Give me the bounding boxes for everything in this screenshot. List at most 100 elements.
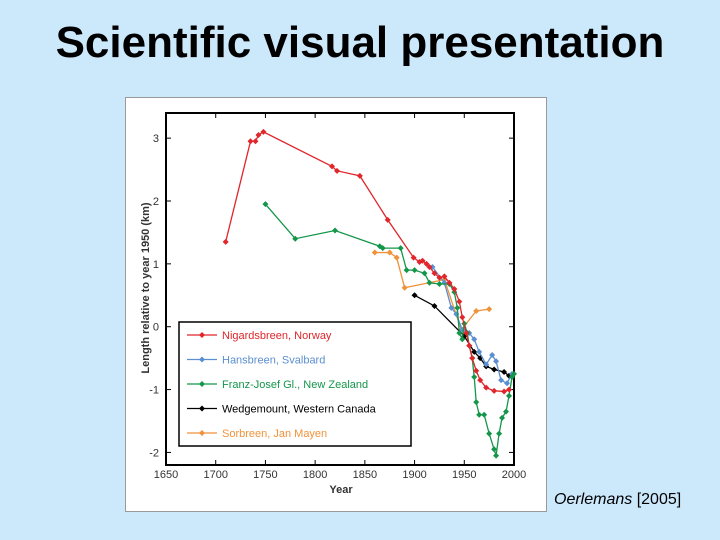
data-point [260,128,267,135]
legend-label: Franz-Josef Gl., New Zealand [222,379,368,391]
x-tick-label: 2000 [502,469,526,481]
data-point [356,172,363,179]
data-point [423,260,430,267]
data-point [252,138,259,145]
data-point [469,355,476,362]
data-point [491,387,498,394]
data-point [471,336,478,343]
series-line [374,251,490,332]
x-tick-label: 1750 [253,469,277,481]
data-point [247,138,254,145]
chart-figure: Length relative to year 1950 (km) Year 1… [125,97,547,512]
data-point [466,342,473,349]
y-tick-label: 2 [153,196,159,208]
legend-marker [199,332,205,338]
data-point [421,270,428,277]
data-point [329,163,336,170]
data-point [504,380,511,387]
data-point [481,411,488,418]
data-point [456,298,463,305]
data-point [448,304,455,311]
data-point [397,245,404,252]
legend-marker [199,405,205,412]
data-point [491,366,498,373]
data-point [411,267,418,274]
slide-title: Scientific visual presentation [55,18,665,67]
y-tick-label: 0 [153,322,159,334]
glacier-length-chart: Length relative to year 1950 (km) Year 1… [140,112,526,496]
citation-year: [2005] [636,491,682,508]
citation-author: Oerlemans [554,491,633,508]
legend-label: Sorbreen, Jan Mayen [222,428,327,440]
data-point [426,264,433,270]
data-point [506,392,513,399]
data-point [463,330,470,336]
legend-label: Wedgemount, Western Canada [222,404,377,416]
data-point [262,201,269,208]
data-point [456,330,463,336]
data-point [511,370,517,377]
y-tick-label: -1 [149,385,159,397]
data-point [473,367,480,374]
data-point [498,377,505,384]
data-point [419,257,426,264]
data-point [477,377,484,384]
data-point [496,430,503,437]
y-tick-label: 3 [153,133,159,145]
data-point [493,358,500,365]
data-point [501,388,508,395]
y-axis-label: Length relative to year 1950 (km) [140,202,152,374]
data-point [491,446,498,453]
citation: Oerlemans [2005] [554,491,681,509]
series-line [414,294,510,377]
x-tick-label: 1850 [353,469,377,481]
data-point [489,352,496,358]
data-point [473,308,480,314]
data-point [459,336,466,343]
data-point [436,280,443,287]
x-tick-label: 1650 [154,469,178,481]
data-point [431,302,438,309]
data-point [476,411,483,418]
x-tick-label: 1900 [402,469,426,481]
x-axis-label: Year [329,484,353,496]
y-tick-label: 1 [153,259,159,271]
x-tick-label: 1700 [203,469,227,481]
data-point [486,306,493,313]
data-point [473,399,480,406]
legend-marker [199,430,205,436]
legend-marker [199,356,205,363]
data-point [386,249,393,256]
legend-box [178,321,412,447]
data-point [431,270,438,277]
y-tick-label: -2 [149,447,159,459]
data-point [332,227,339,234]
data-point [503,408,510,415]
data-point [483,361,490,368]
data-point [379,245,386,252]
data-point [459,314,466,321]
x-tick-label: 1950 [452,469,476,481]
data-point [401,284,408,291]
data-point [255,132,262,138]
legend-label: Nigardsbreen, Norway [222,330,332,342]
data-point [441,279,448,286]
data-point [506,386,513,393]
data-point [441,273,448,280]
legend-label: Hansbreen, Svalbard [222,355,325,367]
data-point [451,286,458,292]
data-point [222,238,229,245]
data-point [476,348,483,355]
data-point [471,348,478,355]
data-point [501,368,508,375]
data-point [436,274,443,281]
data-point [426,279,433,286]
data-point [334,167,341,174]
data-point [471,374,478,380]
data-point [486,430,493,437]
data-point [384,216,391,223]
legend-marker [199,381,205,387]
data-point [446,279,453,286]
data-point [454,304,461,311]
data-point [371,249,378,256]
